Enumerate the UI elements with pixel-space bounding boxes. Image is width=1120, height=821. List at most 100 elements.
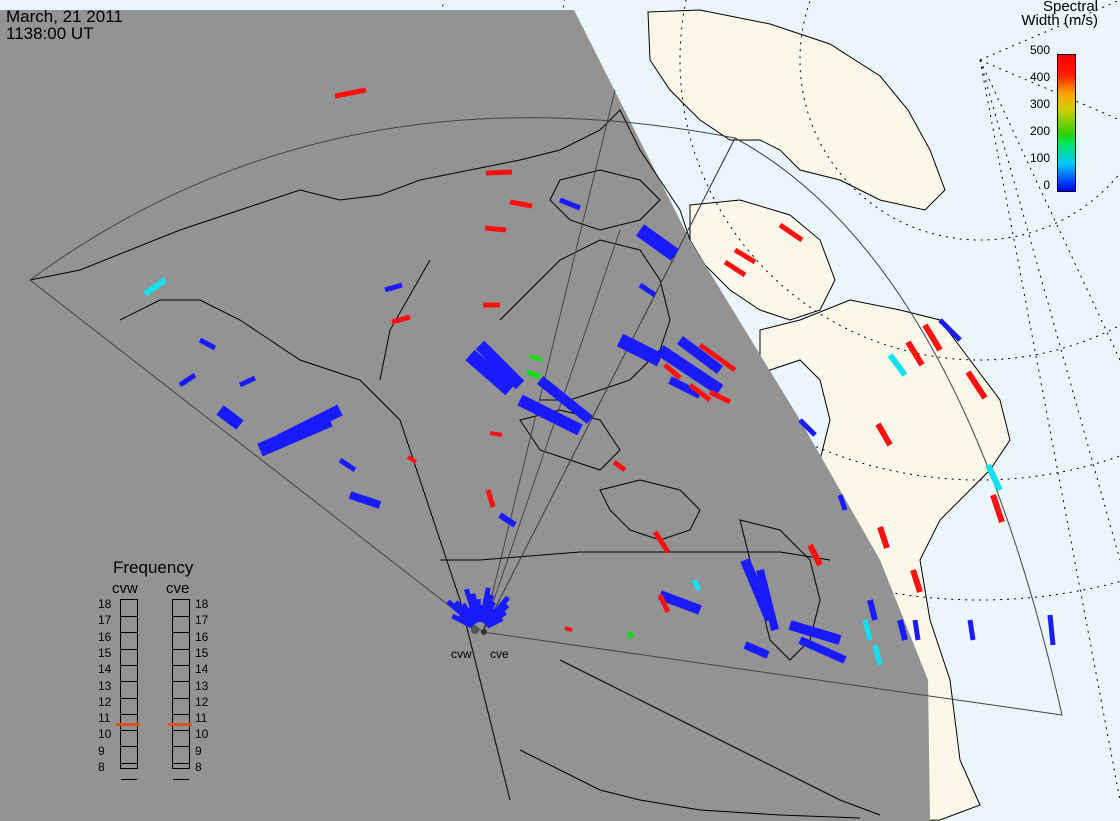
frequency-level-left: 12	[98, 694, 112, 709]
vector-cell	[635, 224, 680, 261]
vector-cell	[485, 169, 513, 176]
frequency-level-left: 9	[98, 743, 105, 758]
vector-cell	[798, 418, 817, 437]
grid-lines	[439, 0, 1120, 801]
vector-cell	[872, 644, 883, 666]
colorbar-title-line2: Width (m/s)	[1021, 12, 1098, 29]
vector-cell	[910, 569, 923, 593]
date-label: March, 21 2011	[6, 7, 123, 26]
time-label: 1138:00 UT	[6, 24, 94, 43]
vector-cell	[485, 489, 496, 508]
vector-cell	[708, 389, 732, 405]
vector-cell	[484, 225, 507, 233]
vector-cell	[756, 569, 779, 631]
frequency-cell	[173, 600, 189, 617]
vector-cell	[922, 323, 943, 352]
frequency-cell	[121, 730, 137, 748]
vector-cell	[509, 199, 533, 209]
vector-cell	[652, 530, 671, 554]
frequency-panel: Frequency cvw cve 18 17 16 15 14 13 12 11 10 9 8 1…	[86, 558, 236, 783]
vector-cell	[638, 282, 657, 298]
land-greenland	[647, 9, 946, 211]
frequency-cell	[121, 633, 137, 650]
vector-cell	[465, 349, 515, 396]
vector-cell	[198, 337, 217, 351]
frequency-label-cve: cve	[166, 580, 190, 597]
vector-cell	[985, 463, 1003, 492]
frequency-cell	[173, 714, 189, 732]
radar-site-cvw	[471, 626, 479, 634]
vector-cell	[536, 376, 594, 424]
vector-cell	[498, 512, 517, 528]
vector-cell	[656, 345, 724, 395]
vector-cell	[798, 636, 847, 664]
vector-cell	[743, 641, 770, 659]
frequency-level-left: 11	[98, 711, 111, 726]
night-land-outlines	[29, 109, 881, 819]
vector-cell	[348, 491, 382, 509]
vector-cell	[559, 197, 581, 211]
frequency-cell	[121, 763, 137, 780]
frequency-cell	[173, 747, 189, 764]
colorbar-tick-400: 400	[1029, 70, 1050, 84]
vector-cell	[391, 314, 411, 325]
vector-cell	[862, 619, 873, 641]
vector-cell	[178, 372, 197, 388]
frequency-level-right: 13	[195, 678, 209, 693]
radar-fov	[29, 89, 1063, 716]
frequency-marker-cve	[168, 723, 192, 726]
colorbar-tick-0: 0	[1043, 178, 1050, 192]
vector-cell	[887, 353, 908, 377]
frequency-cell	[173, 730, 189, 748]
frequency-level-right: 15	[195, 645, 209, 660]
colorbar-tick-300: 300	[1029, 97, 1050, 111]
frequency-cell	[173, 633, 189, 650]
vector-cell	[616, 333, 664, 367]
frequency-cell	[121, 747, 137, 764]
vector-cell	[338, 457, 357, 473]
frequency-level-right: 9	[195, 743, 202, 758]
vector-cell	[663, 363, 682, 380]
frequency-cell	[173, 616, 189, 634]
vector-cell	[489, 431, 503, 437]
frequency-level-left: 14	[98, 662, 112, 677]
vector-cell	[677, 336, 723, 374]
frequency-label-cvw: cvw	[112, 580, 138, 597]
vector-cell	[1047, 614, 1056, 646]
vector-cell	[733, 247, 757, 265]
vector-cell	[778, 222, 804, 243]
vector-cell	[691, 578, 702, 592]
frequency-cell	[173, 698, 189, 715]
frequency-cell	[173, 763, 189, 780]
vector-cell	[905, 340, 925, 367]
vector-cell	[967, 619, 976, 641]
vector-cell	[657, 593, 671, 614]
frequency-level-right: 16	[195, 629, 209, 644]
vector-cell	[723, 259, 747, 278]
vector-cell	[807, 543, 823, 567]
vector-cell	[990, 494, 1005, 523]
vector-cell	[740, 558, 775, 622]
vector-cell	[877, 526, 890, 549]
vector-cell	[668, 376, 702, 399]
vector-cell	[612, 459, 627, 473]
frequency-level-right: 18	[195, 597, 209, 611]
frequency-cell	[173, 665, 189, 683]
colorbar-tick-100: 100	[1029, 151, 1050, 165]
frequency-level-left: 8	[98, 760, 105, 774]
frequency-level-right: 12	[195, 694, 209, 709]
frequency-level-right: 14	[195, 662, 209, 677]
colorbar-title: Spectral Width (m/s)	[1021, 0, 1098, 28]
vector-cell	[564, 626, 573, 632]
header: March, 21 2011 1138:00 UT	[6, 8, 123, 42]
frequency-cell	[121, 600, 137, 617]
vector-cell	[517, 394, 583, 436]
vector-cell	[384, 282, 403, 293]
frequency-cell	[121, 665, 137, 683]
frequency-level-left: 15	[98, 645, 112, 660]
vector-cell	[277, 404, 343, 446]
radar-site-cve	[481, 629, 487, 635]
frequency-title: Frequency	[113, 558, 194, 577]
frequency-cell	[121, 616, 137, 634]
frequency-level-left: 16	[98, 629, 112, 644]
